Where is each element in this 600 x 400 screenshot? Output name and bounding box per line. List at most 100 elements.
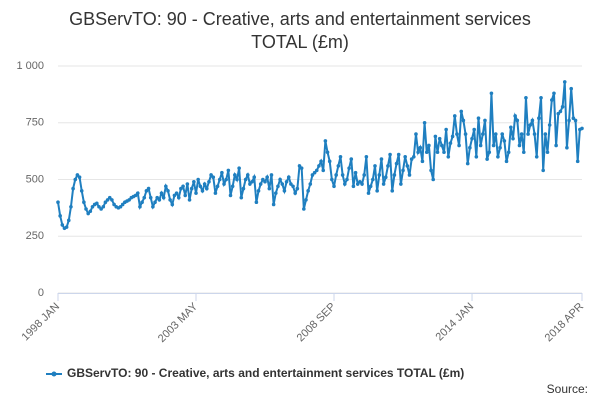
data-point [407,173,412,177]
data-point [69,204,73,209]
data-point [442,150,446,155]
data-point [399,182,403,186]
data-point [403,155,407,159]
data-point [261,177,265,182]
data-point [528,123,533,127]
data-point [435,150,440,155]
data-point [118,204,123,209]
data-point [189,186,194,191]
data-point [194,191,198,195]
data-point [465,161,470,166]
data-point [375,189,379,193]
data-point [571,116,576,121]
data-point [461,118,466,123]
data-point [422,120,427,125]
data-point [183,193,188,198]
data-point [256,189,261,193]
data-point [211,175,216,180]
data-point [172,193,177,198]
y-tick-label: 0 [38,287,44,299]
data-point [573,118,578,123]
data-point [521,150,526,155]
data-point [200,189,205,193]
data-point [204,186,209,191]
data-point [157,198,162,202]
data-point [543,132,548,136]
data-point [252,175,257,180]
data-point [312,170,317,175]
data-point [155,195,159,200]
data-point [509,125,513,130]
data-point [243,177,248,182]
data-point [306,189,310,193]
data-point [144,189,149,193]
data-point [99,207,103,211]
data-point [90,204,95,209]
data-point [135,191,140,195]
data-point [241,186,246,191]
data-point [168,198,172,202]
data-point [60,223,65,227]
data-point [226,168,231,173]
data-point [233,173,237,177]
data-point [293,191,298,195]
data-point [284,179,289,184]
data-point [541,168,545,173]
data-point [452,114,457,118]
data-point [239,195,244,200]
data-point [575,159,580,164]
data-point [224,177,228,182]
data-point [321,168,326,173]
data-point [66,218,71,223]
data-point [319,159,323,164]
data-point [71,186,75,191]
data-point [502,139,507,143]
data-point [110,198,114,202]
data-point [265,175,269,180]
data-point [485,157,489,161]
data-point [192,179,196,184]
data-point [271,202,276,207]
data-point [77,175,82,180]
data-point [517,143,522,148]
data-point [530,118,535,123]
data-point [420,159,425,164]
data-point [58,214,62,218]
data-point [448,141,453,145]
data-point [414,132,418,136]
data-point [120,202,125,207]
data-point [220,170,224,175]
data-point [196,177,200,182]
data-point [185,182,190,186]
data-point [230,184,235,189]
data-point [138,204,142,209]
data-point [481,132,485,136]
data-point [455,132,459,136]
data-point [295,186,300,191]
legend-marker [51,371,57,377]
data-point [112,202,116,207]
data-point [373,164,377,168]
data-point [396,152,401,157]
data-point [347,166,351,170]
data-point [75,173,80,177]
data-point [427,143,431,148]
data-point [416,150,420,155]
data-point [506,150,511,155]
data-point [289,182,293,186]
data-point [248,182,252,186]
data-point [73,177,78,182]
data-point [483,118,487,123]
data-point [383,175,388,180]
data-point [524,95,528,100]
data-point [562,80,567,84]
data-point [323,139,328,143]
data-point [457,143,461,148]
data-point [310,173,315,177]
data-point [418,145,423,150]
data-point [146,186,151,191]
data-point [500,132,505,136]
data-point [142,195,147,200]
data-point [166,189,170,193]
